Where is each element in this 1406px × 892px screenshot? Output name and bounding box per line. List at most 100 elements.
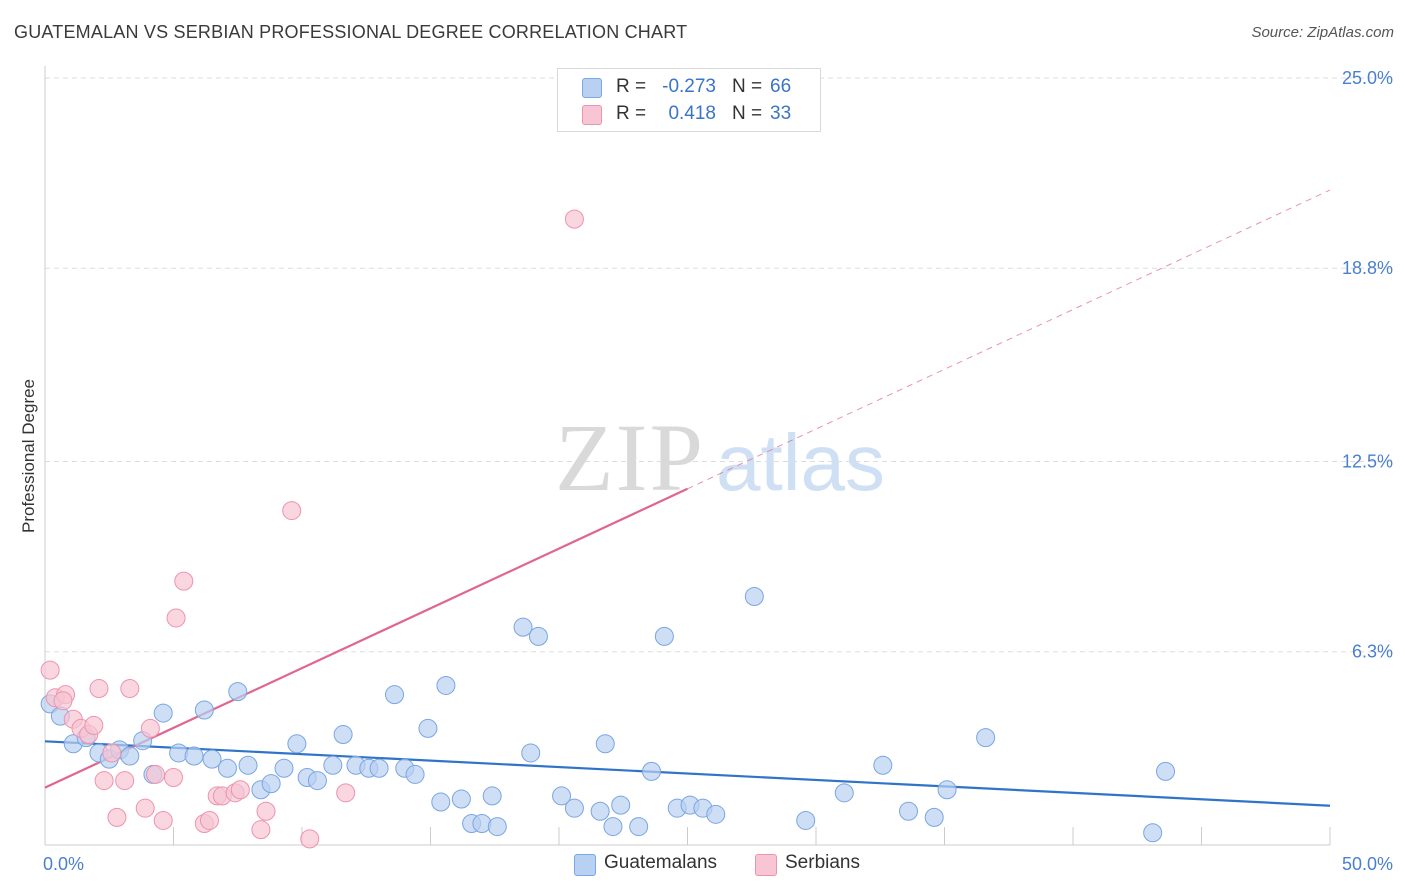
data-point-guatemalans bbox=[595, 734, 615, 754]
data-point-serbians bbox=[102, 743, 122, 763]
y-axis-label: Professional Degree bbox=[19, 379, 38, 533]
legend-label-guatemalans: Guatemalans bbox=[604, 852, 718, 873]
y-tick-label: 6.3% bbox=[1352, 642, 1393, 662]
legend-n-value: 66 bbox=[770, 76, 792, 97]
y-tick-label: 25.0% bbox=[1342, 68, 1393, 88]
data-point-guatemalans bbox=[796, 810, 816, 830]
data-point-serbians bbox=[115, 771, 135, 791]
data-point-guatemalans bbox=[482, 786, 502, 806]
data-point-guatemalans bbox=[976, 728, 996, 748]
chart-source: Source: ZipAtlas.com bbox=[1251, 24, 1394, 41]
data-point-guatemalans bbox=[590, 801, 610, 821]
data-point-guatemalans bbox=[431, 792, 451, 812]
y-tick-label: 12.5% bbox=[1342, 452, 1393, 472]
data-point-serbians bbox=[120, 679, 140, 699]
legend-swatch-blue bbox=[582, 78, 602, 98]
data-point-guatemalans bbox=[706, 804, 726, 824]
data-point-guatemalans bbox=[487, 817, 507, 837]
data-points bbox=[40, 209, 1176, 849]
data-point-serbians bbox=[251, 820, 271, 840]
legend-row-guatemalans: R = -0.273 N = 66 bbox=[558, 74, 820, 102]
data-point-guatemalans bbox=[307, 771, 327, 791]
legend-swatch-pink bbox=[582, 105, 602, 125]
data-point-serbians bbox=[300, 829, 320, 849]
data-point-serbians bbox=[174, 571, 194, 591]
data-point-guatemalans bbox=[1156, 761, 1176, 781]
data-point-serbians bbox=[336, 783, 356, 803]
data-point-guatemalans bbox=[436, 675, 456, 695]
x-tick-label: 50.0% bbox=[1342, 854, 1393, 874]
data-point-guatemalans bbox=[261, 774, 281, 794]
data-point-guatemalans bbox=[418, 718, 438, 738]
data-point-serbians bbox=[256, 801, 276, 821]
data-point-guatemalans bbox=[937, 780, 957, 800]
legend-r-value: 0.418 bbox=[668, 103, 716, 124]
legend-swatch-blue bbox=[574, 854, 596, 876]
data-point-guatemalans bbox=[899, 801, 919, 821]
data-point-guatemalans bbox=[611, 795, 631, 815]
data-point-guatemalans bbox=[451, 789, 471, 809]
data-point-serbians bbox=[135, 798, 155, 818]
data-point-guatemalans bbox=[405, 764, 425, 784]
watermark-atlas: atlas bbox=[716, 418, 885, 507]
data-point-guatemalans bbox=[834, 783, 854, 803]
y-tick-label: 18.8% bbox=[1342, 258, 1393, 278]
legend-r-value: -0.273 bbox=[662, 76, 716, 97]
data-point-serbians bbox=[53, 691, 73, 711]
data-point-serbians bbox=[84, 715, 104, 735]
data-point-serbians bbox=[564, 209, 584, 229]
data-point-serbians bbox=[140, 718, 160, 738]
data-point-serbians bbox=[94, 771, 114, 791]
data-point-guatemalans bbox=[564, 798, 584, 818]
data-point-guatemalans bbox=[202, 749, 222, 769]
data-point-guatemalans bbox=[194, 700, 214, 720]
legend-n-label: N = bbox=[732, 103, 763, 124]
data-point-guatemalans bbox=[528, 626, 548, 646]
data-point-guatemalans bbox=[184, 746, 204, 766]
watermark-zip: ZIP bbox=[555, 404, 705, 511]
data-point-guatemalans bbox=[228, 682, 248, 702]
data-point-serbians bbox=[164, 768, 183, 788]
series-legend: Guatemalans Serbians bbox=[0, 852, 1406, 878]
data-point-guatemalans bbox=[654, 626, 674, 646]
data-point-guatemalans bbox=[521, 743, 541, 763]
data-point-serbians bbox=[40, 660, 60, 680]
data-point-serbians bbox=[146, 764, 166, 784]
data-point-guatemalans bbox=[924, 807, 944, 827]
legend-swatch-pink bbox=[755, 854, 777, 876]
data-point-guatemalans bbox=[873, 755, 893, 775]
legend-r-label: R = bbox=[616, 103, 647, 124]
tick-labels: 6.3% 12.5% 18.8% 25.0% 0.0% 50.0% bbox=[43, 68, 1393, 874]
legend-row-serbians: R = 0.418 N = 33 bbox=[558, 101, 820, 129]
legend-r-label: R = bbox=[616, 76, 647, 97]
data-point-guatemalans bbox=[287, 734, 307, 754]
legend-n-value: 33 bbox=[770, 103, 792, 124]
trend-line-guatemalans bbox=[44, 740, 1331, 807]
data-point-serbians bbox=[89, 679, 109, 699]
grid-lines bbox=[45, 77, 1392, 653]
legend-label-serbians: Serbians bbox=[785, 852, 860, 873]
data-point-guatemalans bbox=[274, 758, 294, 778]
data-point-guatemalans bbox=[1143, 823, 1163, 843]
data-point-guatemalans bbox=[238, 755, 258, 775]
data-point-guatemalans bbox=[513, 617, 533, 637]
data-point-guatemalans bbox=[217, 758, 237, 778]
legend-n-label: N = bbox=[732, 76, 763, 97]
data-point-guatemalans bbox=[472, 814, 492, 834]
data-point-guatemalans bbox=[369, 758, 389, 778]
chart-title: GUATEMALAN VS SERBIAN PROFESSIONAL DEGRE… bbox=[14, 22, 688, 42]
data-point-guatemalans bbox=[552, 786, 572, 806]
trend-lines bbox=[44, 189, 1331, 807]
data-point-serbians bbox=[107, 807, 127, 827]
data-point-serbians bbox=[166, 608, 186, 628]
data-point-guatemalans bbox=[120, 746, 140, 766]
data-point-guatemalans bbox=[642, 761, 662, 781]
trend-line-serbians bbox=[44, 487, 688, 789]
axes bbox=[44, 66, 1331, 846]
correlation-legend: R = -0.273 N = 66 R = 0.418 N = 33 bbox=[557, 68, 821, 132]
data-point-guatemalans bbox=[629, 817, 649, 837]
data-point-guatemalans bbox=[323, 755, 343, 775]
data-point-serbians bbox=[282, 501, 302, 521]
data-point-serbians bbox=[199, 810, 219, 830]
